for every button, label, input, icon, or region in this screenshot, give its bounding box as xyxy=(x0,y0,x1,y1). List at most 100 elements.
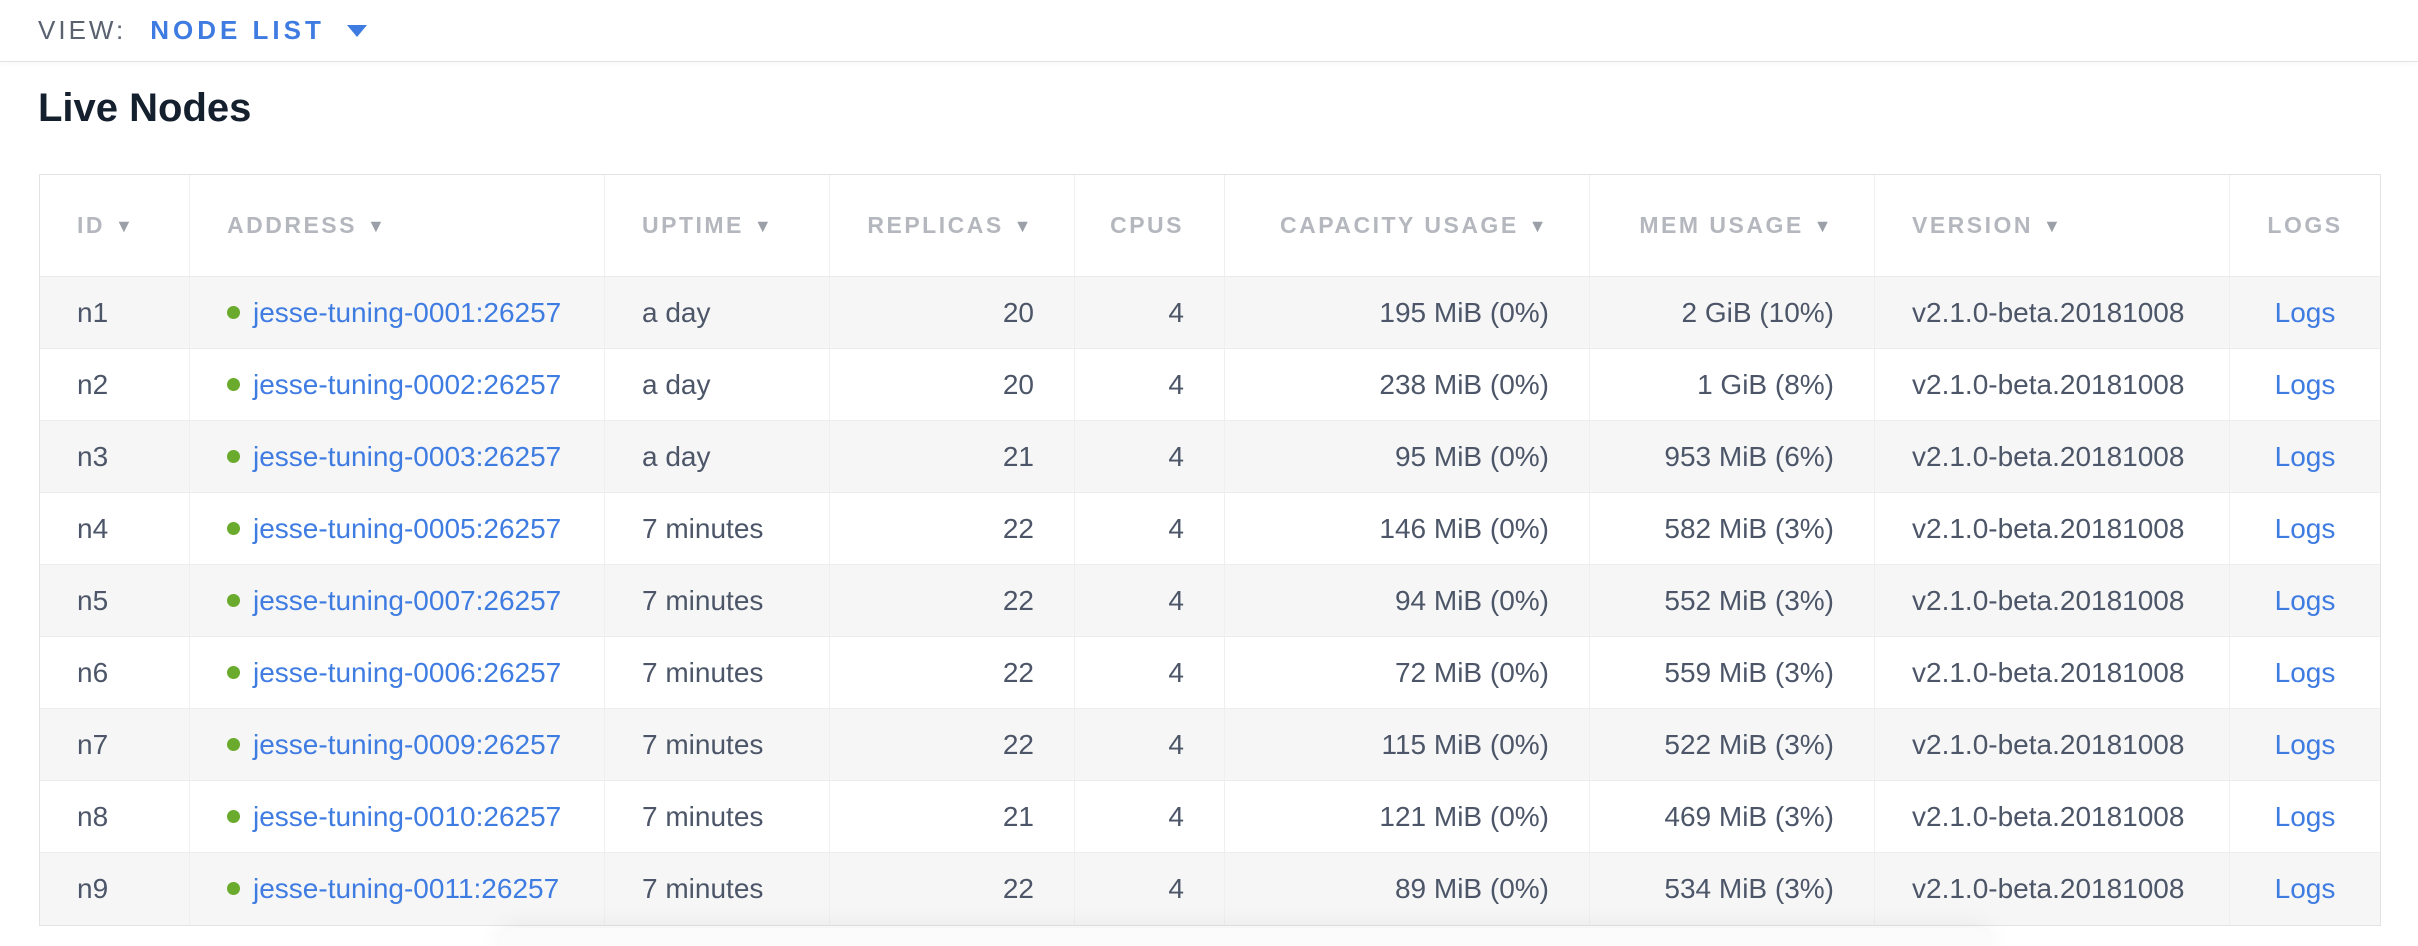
cell-id: n6 xyxy=(40,637,190,709)
node-address-link[interactable]: jesse-tuning-0009:26257 xyxy=(253,728,562,760)
cell-uptime: 7 minutes xyxy=(605,781,830,853)
cell-version: v2.1.0-beta.20181008 xyxy=(1875,421,2230,493)
node-address-link[interactable]: jesse-tuning-0007:26257 xyxy=(253,584,562,616)
cell-uptime: 7 minutes xyxy=(605,493,830,565)
cell-mem: 559 MiB (3%) xyxy=(1590,637,1875,709)
cell-replicas: 21 xyxy=(830,421,1075,493)
cell-uptime: a day xyxy=(605,277,830,349)
sort-descending-icon: ▼ xyxy=(115,216,136,236)
logs-link[interactable]: Logs xyxy=(2274,584,2336,616)
cell-address: jesse-tuning-0003:26257 xyxy=(190,421,605,493)
cell-version: v2.1.0-beta.20181008 xyxy=(1875,853,2230,925)
cell-version: v2.1.0-beta.20181008 xyxy=(1875,709,2230,781)
live-nodes-table: ID ▼ ADDRESS ▼ UPTIME ▼ REPLICAS ▼ CPUS CAPACITY … xyxy=(39,174,2381,926)
column-header-address[interactable]: ADDRESS ▼ xyxy=(190,175,605,277)
cell-logs: Logs xyxy=(2230,853,2380,925)
node-address-link[interactable]: jesse-tuning-0001:26257 xyxy=(253,296,562,328)
logs-link[interactable]: Logs xyxy=(2274,728,2336,760)
node-address-link[interactable]: jesse-tuning-0011:26257 xyxy=(253,873,560,904)
cell-replicas: 22 xyxy=(830,853,1075,925)
cell-replicas: 21 xyxy=(830,781,1075,853)
sort-descending-icon: ▼ xyxy=(1013,216,1034,236)
column-header-replicas[interactable]: REPLICAS ▼ xyxy=(830,175,1075,277)
cell-id: n3 xyxy=(40,421,190,493)
cell-version: v2.1.0-beta.20181008 xyxy=(1875,565,2230,637)
cell-id: n8 xyxy=(40,781,190,853)
cell-address: jesse-tuning-0007:26257 xyxy=(190,565,605,637)
column-header-cpus: CPUS xyxy=(1075,175,1225,277)
cell-mem: 2 GiB (10%) xyxy=(1590,277,1875,349)
logs-link[interactable]: Logs xyxy=(2274,296,2336,328)
cell-cpus: 4 xyxy=(1075,421,1225,493)
logs-link[interactable]: Logs xyxy=(2274,873,2336,904)
cell-logs: Logs xyxy=(2230,565,2380,637)
cell-cpus: 4 xyxy=(1075,565,1225,637)
table-row: n4 jesse-tuning-0005:26257 7 minutes 22 4 146… xyxy=(40,493,2380,565)
cell-cpus: 4 xyxy=(1075,277,1225,349)
column-header-id[interactable]: ID ▼ xyxy=(40,175,190,277)
node-live-status-icon xyxy=(227,305,240,319)
cell-cpus: 4 xyxy=(1075,349,1225,421)
node-live-status-icon xyxy=(227,809,240,823)
column-header-label: MEM USAGE xyxy=(1639,212,1804,238)
cell-logs: Logs xyxy=(2230,349,2380,421)
cell-version: v2.1.0-beta.20181008 xyxy=(1875,637,2230,709)
column-header-version[interactable]: VERSION ▼ xyxy=(1875,175,2230,277)
cell-mem: 953 MiB (6%) xyxy=(1590,421,1875,493)
column-header-label: REPLICAS xyxy=(867,212,1004,238)
cell-capacity: 89 MiB (0%) xyxy=(1225,853,1590,925)
cell-uptime: 7 minutes xyxy=(605,709,830,781)
logs-link[interactable]: Logs xyxy=(2274,512,2336,544)
cell-capacity: 121 MiB (0%) xyxy=(1225,781,1590,853)
logs-link[interactable]: Logs xyxy=(2274,440,2336,472)
column-header-mem[interactable]: MEM USAGE ▼ xyxy=(1590,175,1875,277)
table-row: n8 jesse-tuning-0010:26257 7 minutes 21 4 121… xyxy=(40,781,2380,853)
cell-mem: 469 MiB (3%) xyxy=(1590,781,1875,853)
node-address-link[interactable]: jesse-tuning-0010:26257 xyxy=(253,800,562,832)
cell-address: jesse-tuning-0005:26257 xyxy=(190,493,605,565)
cell-uptime: 7 minutes xyxy=(605,853,830,925)
cell-cpus: 4 xyxy=(1075,853,1225,925)
node-address-link[interactable]: jesse-tuning-0005:26257 xyxy=(253,512,562,544)
cell-capacity: 72 MiB (0%) xyxy=(1225,637,1590,709)
cell-logs: Logs xyxy=(2230,277,2380,349)
live-nodes-table-container: ID ▼ ADDRESS ▼ UPTIME ▼ REPLICAS ▼ CPUS CAPACITY … xyxy=(39,174,2381,926)
cell-uptime: a day xyxy=(605,349,830,421)
cell-uptime: 7 minutes xyxy=(605,637,830,709)
cell-cpus: 4 xyxy=(1075,493,1225,565)
logs-link[interactable]: Logs xyxy=(2274,368,2336,400)
cell-version: v2.1.0-beta.20181008 xyxy=(1875,349,2230,421)
cell-mem: 1 GiB (8%) xyxy=(1590,349,1875,421)
sort-descending-icon: ▼ xyxy=(2043,216,2064,236)
column-header-uptime[interactable]: UPTIME ▼ xyxy=(605,175,830,277)
cell-mem: 522 MiB (3%) xyxy=(1590,709,1875,781)
node-live-status-icon xyxy=(227,665,240,679)
view-selector-dropdown[interactable]: NODE LIST xyxy=(150,15,367,46)
cell-address: jesse-tuning-0009:26257 xyxy=(190,709,605,781)
cell-logs: Logs xyxy=(2230,637,2380,709)
cell-uptime: a day xyxy=(605,421,830,493)
view-bar: VIEW: NODE LIST xyxy=(0,0,2418,62)
logs-link[interactable]: Logs xyxy=(2274,800,2336,832)
cell-capacity: 94 MiB (0%) xyxy=(1225,565,1590,637)
node-address-link[interactable]: jesse-tuning-0006:26257 xyxy=(253,656,562,688)
cell-replicas: 20 xyxy=(830,277,1075,349)
cell-logs: Logs xyxy=(2230,493,2380,565)
cell-cpus: 4 xyxy=(1075,781,1225,853)
node-address-link[interactable]: jesse-tuning-0002:26257 xyxy=(253,368,562,400)
column-header-capacity[interactable]: CAPACITY USAGE ▼ xyxy=(1225,175,1590,277)
table-row: n7 jesse-tuning-0009:26257 7 minutes 22 4 115… xyxy=(40,709,2380,781)
column-header-label: ID xyxy=(77,212,105,238)
column-header-label: VERSION xyxy=(1912,212,2034,238)
node-address-link[interactable]: jesse-tuning-0003:26257 xyxy=(253,440,562,472)
column-header-label: LOGS xyxy=(2267,212,2343,238)
column-header-label: CPUS xyxy=(1110,212,1184,238)
cell-uptime: 7 minutes xyxy=(605,565,830,637)
cell-logs: Logs xyxy=(2230,421,2380,493)
cell-version: v2.1.0-beta.20181008 xyxy=(1875,781,2230,853)
cell-address: jesse-tuning-0001:26257 xyxy=(190,277,605,349)
logs-link[interactable]: Logs xyxy=(2274,656,2336,688)
cell-capacity: 115 MiB (0%) xyxy=(1225,709,1590,781)
table-header-row: ID ▼ ADDRESS ▼ UPTIME ▼ REPLICAS ▼ CPUS CAPACITY … xyxy=(40,175,2380,277)
cell-version: v2.1.0-beta.20181008 xyxy=(1875,277,2230,349)
